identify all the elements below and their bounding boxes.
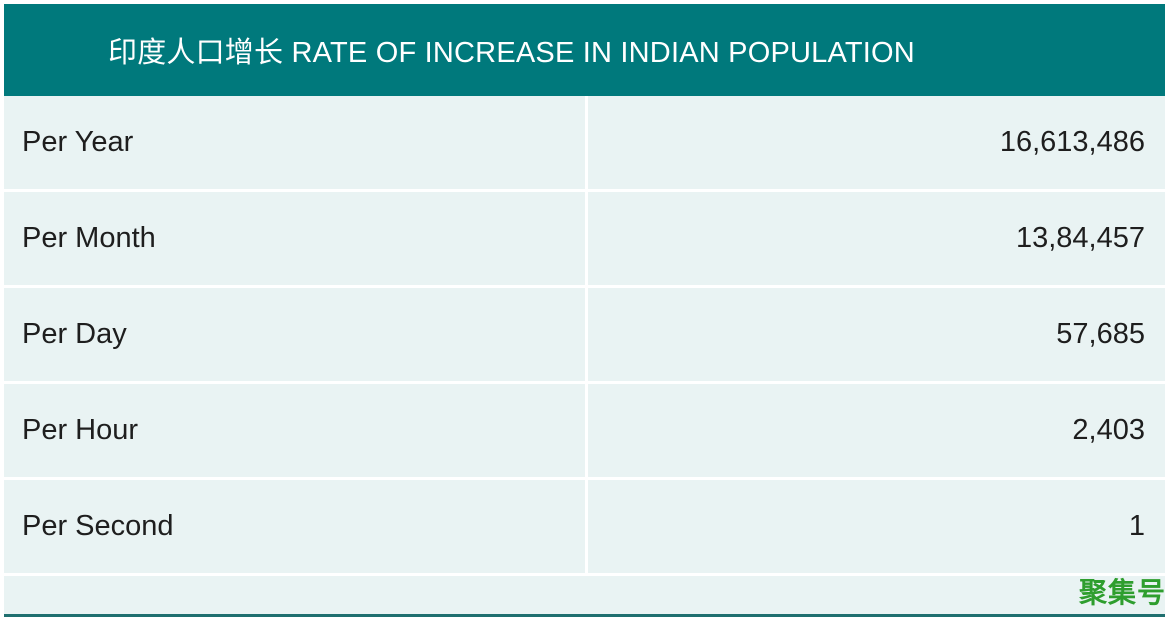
- table-row: Per Year 16,613,486: [4, 96, 1165, 192]
- table-row: Per Hour 2,403: [4, 384, 1165, 480]
- row-value: 1: [1128, 510, 1145, 542]
- table-row: Per Day 57,685: [4, 288, 1165, 384]
- table-title: 印度人口增长 RATE OF INCREASE IN INDIAN POPULA…: [108, 37, 915, 69]
- row-label: Per Second: [4, 480, 588, 573]
- table-row: Per Second 1: [4, 480, 1165, 576]
- watermark-logo: 聚集号: [1078, 576, 1166, 609]
- row-value: 13,84,457: [1015, 222, 1145, 254]
- row-label: Per Month: [4, 192, 588, 285]
- row-value: 2,403: [1072, 414, 1145, 446]
- row-label: Per Hour: [4, 384, 588, 477]
- table-body: Per Year 16,613,486 Per Month 13,84,457 …: [4, 96, 1165, 576]
- table-row: Per Month 13,84,457: [4, 192, 1165, 288]
- table-footer-spacer: [4, 576, 1165, 614]
- table-header: 印度人口增长 RATE OF INCREASE IN INDIAN POPULA…: [4, 4, 1165, 96]
- row-value: 16,613,486: [999, 126, 1145, 158]
- row-label: Per Day: [4, 288, 588, 381]
- row-value: 57,685: [1056, 318, 1145, 350]
- row-label: Per Year: [4, 96, 588, 189]
- population-increase-table: 印度人口增长 RATE OF INCREASE IN INDIAN POPULA…: [4, 4, 1165, 617]
